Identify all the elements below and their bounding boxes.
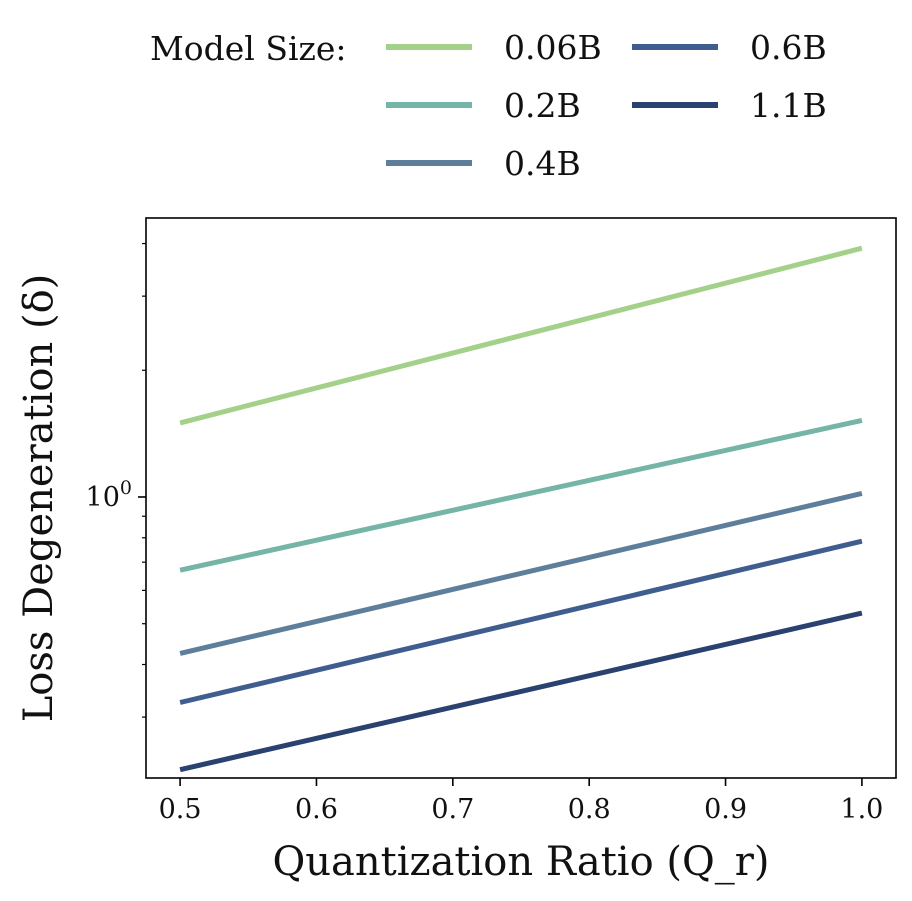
y-tick-label: 100 [86, 477, 132, 513]
series-line-0.06B [179, 245, 863, 426]
legend-label-0.4B: 0.4B [504, 144, 581, 183]
x-tick-label: 1.0 [840, 794, 883, 825]
series-line-1.1B [179, 610, 863, 773]
legend: Model Size: 0.06B 0.2B 0.4B 0.6B 1.1B [150, 28, 827, 183]
legend-title: Model Size: [150, 29, 347, 68]
series-line-0.2B [179, 417, 863, 573]
plot-area [145, 217, 897, 779]
series-group [179, 245, 863, 773]
x-tick-label: 0.9 [704, 794, 747, 825]
x-tick-label: 0.7 [431, 794, 474, 825]
x-axis: 0.5 0.6 0.7 0.8 0.9 1.0 [159, 778, 883, 825]
y-axis: 100 [86, 242, 146, 718]
legend-label-1.1B: 1.1B [750, 86, 827, 125]
x-tick-label: 0.5 [159, 794, 202, 825]
legend-label-0.06B: 0.06B [504, 28, 602, 67]
x-axis-label: Quantization Ratio (Q_r) [272, 839, 769, 885]
plot-frame [145, 217, 897, 779]
series-line-0.6B [179, 538, 863, 705]
series-line-0.4B [179, 490, 863, 656]
legend-label-0.2B: 0.2B [504, 86, 581, 125]
x-tick-label: 0.6 [295, 794, 338, 825]
x-tick-label: 0.8 [568, 794, 611, 825]
y-axis-label: Loss Degeneration (δ) [16, 274, 62, 723]
legend-label-0.6B: 0.6B [750, 28, 827, 67]
